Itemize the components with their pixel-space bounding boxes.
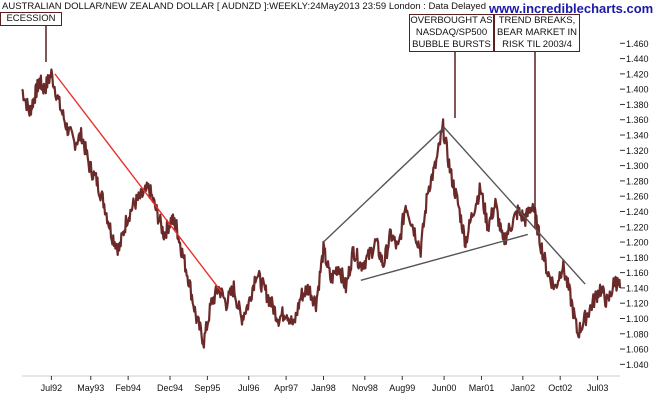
trendline-gray-2: [323, 126, 445, 243]
y-tick-label: 1.200: [626, 238, 649, 248]
annotation-pointers: [45, 26, 536, 228]
x-tick-label: Nov98: [352, 383, 378, 393]
x-tick-label: Jul03: [587, 383, 609, 393]
recession-annotation-text: ECESSION: [6, 13, 56, 24]
overbought-line-1: OVERBOUGHT AS: [410, 15, 493, 26]
y-tick-label: 1.340: [626, 131, 649, 141]
y-tick-label: 1.460: [626, 39, 649, 49]
y-tick-label: 1.300: [626, 161, 649, 171]
price-series: [21, 68, 622, 349]
y-tick-label: 1.160: [626, 268, 649, 278]
trend-annotation: TREND BREAKS, BEAR MARKET IN RISK TIL 20…: [494, 14, 580, 52]
x-tick-label: Aug99: [389, 383, 415, 393]
overbought-line-2: NASDAQ/SP500: [415, 27, 488, 38]
y-tick-label: 1.100: [626, 314, 649, 324]
overbought-line-3: BUBBLE BURSTS: [412, 39, 491, 50]
trend-line-3: RISK TIL 2003/4: [502, 39, 572, 50]
x-tick-label: Jan98: [311, 383, 336, 393]
y-tick-label: 1.420: [626, 69, 649, 79]
x-tick-label: Mar01: [469, 383, 495, 393]
watermark: www.incrediblecharts.com: [489, 1, 654, 16]
x-tick-label: Dec94: [157, 383, 183, 393]
chart-title: AUSTRALIAN DOLLAR/NEW ZEALAND DOLLAR [ A…: [2, 1, 486, 12]
y-tick-label: 1.320: [626, 146, 649, 156]
y-tick-label: 1.280: [626, 176, 649, 186]
y-tick-label: 1.140: [626, 283, 649, 293]
y-tick-label: 1.120: [626, 299, 649, 309]
x-tick-label: May93: [77, 383, 104, 393]
x-tick-label: Feb94: [115, 383, 141, 393]
trendline-gray-3: [443, 126, 586, 285]
x-tick-label: Jun00: [432, 383, 457, 393]
trend-line-2: BEAR MARKET IN: [496, 27, 578, 38]
trendline-gray-4: [360, 233, 528, 281]
trend-line-1: TREND BREAKS,: [498, 15, 576, 26]
y-tick-label: 1.040: [626, 360, 649, 370]
y-tick-label: 1.360: [626, 115, 649, 125]
trendline-red-1: [54, 73, 222, 293]
recession-annotation: ECESSION: [0, 12, 62, 26]
x-tick-label: Jan02: [511, 383, 536, 393]
x-tick-label: Apr97: [274, 383, 298, 393]
y-tick-label: 1.080: [626, 329, 649, 339]
y-axis: 1.460 1.440 1.420 1.400 1.380 1.360 1.340 1.320…: [620, 39, 649, 370]
y-tick-label: 1.380: [626, 100, 649, 110]
overbought-annotation: OVERBOUGHT AS NASDAQ/SP500 BUBBLE BURSTS: [409, 14, 494, 52]
trendlines: [54, 73, 586, 293]
y-tick-label: 1.180: [626, 253, 649, 263]
y-tick-label: 1.060: [626, 345, 649, 355]
y-tick-label: 1.240: [626, 207, 649, 217]
x-tick-label: Oct02: [548, 383, 572, 393]
y-tick-label: 1.220: [626, 222, 649, 232]
y-tick-label: 1.440: [626, 54, 649, 64]
x-tick-label: Jul96: [238, 383, 260, 393]
x-tick-label: Sep95: [194, 383, 220, 393]
price-line: [21, 68, 622, 349]
y-tick-label: 1.260: [626, 192, 649, 202]
x-axis: Jul92 May93 Feb94 Dec94 Sep95 Jul96 Apr97 Jan98…: [22, 375, 620, 393]
y-tick-label: 1.400: [626, 85, 649, 95]
x-tick-label: Jul92: [41, 383, 63, 393]
